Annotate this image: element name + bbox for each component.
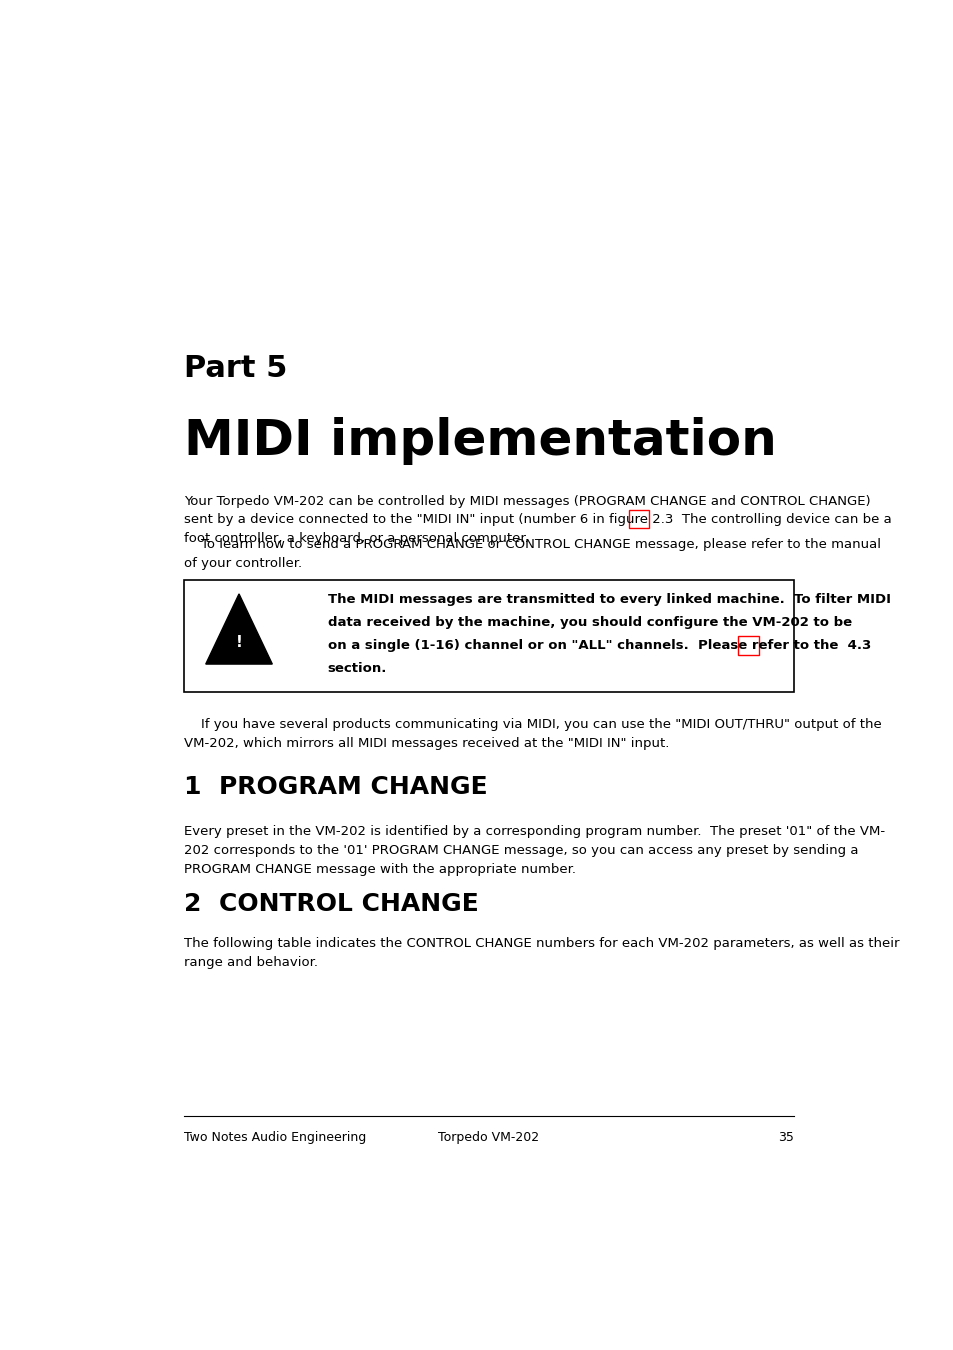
Text: PROGRAM CHANGE: PROGRAM CHANGE: [219, 775, 487, 799]
Text: Every preset in the VM-202 is identified by a corresponding program number.  The: Every preset in the VM-202 is identified…: [183, 825, 883, 838]
Text: To learn how to send a PROGRAM CHANGE or CONTROL CHANGE message, please refer to: To learn how to send a PROGRAM CHANGE or…: [183, 539, 880, 551]
Text: The following table indicates the CONTROL CHANGE numbers for each VM-202 paramet: The following table indicates the CONTRO…: [183, 937, 898, 950]
Polygon shape: [206, 594, 272, 664]
Text: !: !: [235, 634, 242, 649]
Text: data received by the machine, you should configure the VM-202 to be: data received by the machine, you should…: [328, 616, 851, 629]
Text: section.: section.: [328, 662, 387, 675]
Text: Your Torpedo VM-202 can be controlled by MIDI messages (PROGRAM CHANGE and CONTR: Your Torpedo VM-202 can be controlled by…: [183, 494, 869, 508]
Text: of your controller.: of your controller.: [183, 558, 301, 570]
Text: 35: 35: [778, 1131, 794, 1143]
Text: Torpedo VM-202: Torpedo VM-202: [437, 1131, 539, 1143]
Text: PROGRAM CHANGE message with the appropriate number.: PROGRAM CHANGE message with the appropri…: [183, 863, 575, 876]
Text: If you have several products communicating via MIDI, you can use the "MIDI OUT/T: If you have several products communicati…: [183, 718, 881, 732]
Text: CONTROL CHANGE: CONTROL CHANGE: [219, 892, 478, 915]
Text: range and behavior.: range and behavior.: [183, 956, 317, 969]
Text: VM-202, which mirrors all MIDI messages received at the "MIDI IN" input.: VM-202, which mirrors all MIDI messages …: [183, 737, 668, 749]
Text: on a single (1-16) channel or on "ALL" channels.  Please refer to the  4.3: on a single (1-16) channel or on "ALL" c…: [328, 639, 870, 652]
Text: 1: 1: [183, 775, 201, 799]
Text: foot controller, a keyboard, or a personal computer.: foot controller, a keyboard, or a person…: [183, 532, 528, 545]
Text: Part 5: Part 5: [183, 354, 287, 383]
Text: 2: 2: [183, 892, 201, 915]
Text: Two Notes Audio Engineering: Two Notes Audio Engineering: [183, 1131, 365, 1143]
Text: sent by a device connected to the "MIDI IN" input (number 6 in figure 2.3  The c: sent by a device connected to the "MIDI …: [183, 513, 890, 526]
Text: MIDI implementation: MIDI implementation: [183, 417, 776, 464]
Text: 202 corresponds to the '01' PROGRAM CHANGE message, so you can access any preset: 202 corresponds to the '01' PROGRAM CHAN…: [183, 844, 857, 857]
Text: The MIDI messages are transmitted to every linked machine.  To filter MIDI: The MIDI messages are transmitted to eve…: [328, 594, 890, 606]
